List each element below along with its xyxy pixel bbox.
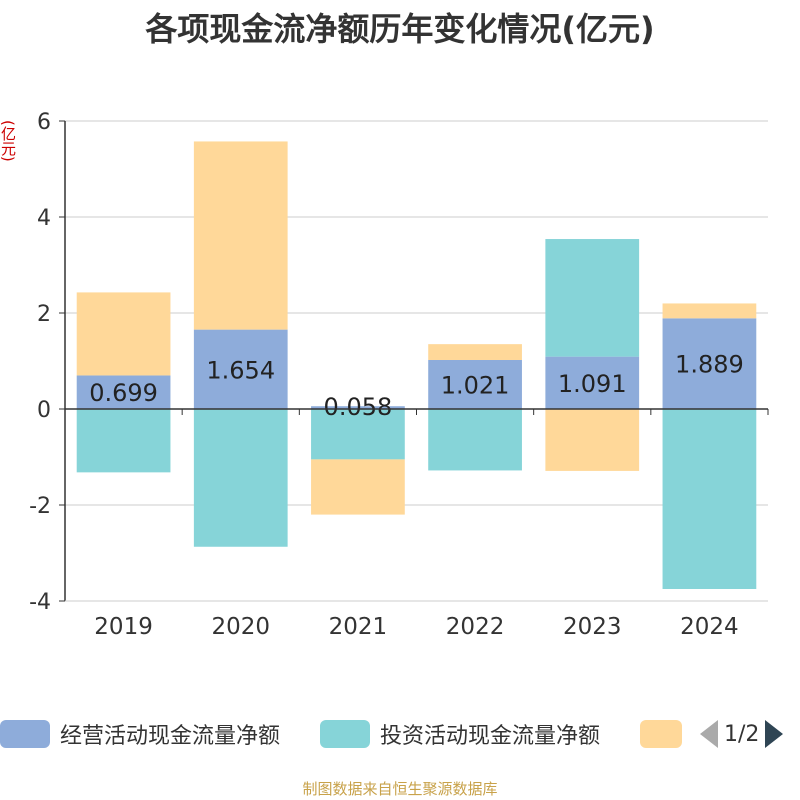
- bar-2023-series-1: [545, 239, 640, 357]
- bar-2019-series-2: [76, 292, 171, 376]
- bar-2024-series-0: [662, 318, 757, 409]
- data-label-2020: 1.654: [206, 356, 275, 384]
- x-tick-label-2019: 2019: [94, 614, 153, 640]
- chart-title: 各项现金流净额历年变化情况(亿元): [145, 10, 655, 48]
- legend-item-financing[interactable]: [640, 716, 682, 752]
- legend-swatch-financing: [640, 720, 682, 748]
- x-tick-label-2023: 2023: [563, 614, 622, 640]
- legend: 经营活动现金流量净额 投资活动现金流量净额 1/2: [0, 716, 800, 756]
- y-tick-label: 6: [37, 110, 51, 135]
- bar-2024-series-1: [662, 409, 757, 589]
- y-tick-label: 2: [37, 302, 51, 327]
- bar-2020-series-0: [193, 329, 288, 409]
- data-label-2021: 0.058: [324, 393, 393, 421]
- bar-2022-series-1: [428, 409, 522, 471]
- legend-pager: 1/2: [700, 716, 784, 752]
- legend-swatch-operating: [0, 720, 50, 748]
- y-axis-unit-label: (亿元): [0, 120, 17, 162]
- bar-chart: -4 -2 0 2 4 6 0.699 1.654 0.058 1.021 1.091 1.889 20…: [29, 110, 769, 640]
- bar-2021-series-0: [311, 406, 405, 409]
- x-tick-label-2020: 2020: [211, 614, 270, 640]
- bar-2023-series-2: [545, 409, 640, 471]
- y-tick-label: -4: [29, 590, 51, 615]
- bar-2024-series-2: [662, 303, 757, 319]
- legend-page-indicator: 1/2: [724, 721, 760, 747]
- legend-prev-icon[interactable]: [700, 720, 718, 748]
- y-tick-label: -2: [29, 494, 51, 519]
- x-tick-label-2022: 2022: [446, 614, 505, 640]
- bar-2021-series-2: [311, 459, 405, 515]
- bar-2020-series-1: [193, 409, 288, 547]
- x-tick-label-2024: 2024: [680, 614, 739, 640]
- data-label-2022: 1.021: [441, 371, 510, 399]
- x-tick-label-2021: 2021: [329, 614, 388, 640]
- data-label-2023: 1.091: [558, 370, 627, 398]
- y-tick-label: 4: [37, 206, 51, 231]
- legend-swatch-investing: [320, 720, 370, 748]
- bar-2021-series-1: [311, 409, 405, 460]
- legend-item-operating[interactable]: 经营活动现金流量净额: [0, 716, 280, 752]
- bar-2020-series-2: [193, 141, 288, 330]
- bar-2023-series-0: [545, 356, 640, 409]
- legend-label-operating: 经营活动现金流量净额: [60, 724, 281, 749]
- bar-2019-series-1: [76, 409, 171, 473]
- legend-item-investing[interactable]: 投资活动现金流量净额: [320, 716, 600, 752]
- data-source-note: 制图数据来自恒生聚源数据库: [302, 780, 498, 798]
- legend-next-icon[interactable]: [765, 720, 784, 748]
- bar-2022-series-2: [428, 344, 522, 360]
- legend-label-investing: 投资活动现金流量净额: [380, 724, 601, 749]
- bar-2019-series-0: [76, 375, 171, 409]
- bar-2022-series-0: [428, 359, 522, 409]
- data-label-2024: 1.889: [675, 351, 744, 379]
- data-label-2019: 0.699: [89, 379, 158, 407]
- y-tick-label: 0: [37, 398, 51, 423]
